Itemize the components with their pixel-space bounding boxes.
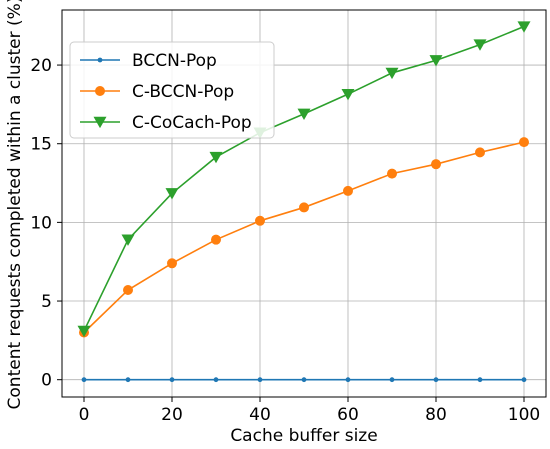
- data-point: [169, 377, 175, 383]
- data-point: [123, 285, 133, 296]
- x-tick-label: 100: [508, 405, 540, 425]
- data-point: [433, 377, 439, 383]
- data-point: [167, 258, 177, 269]
- data-point: [429, 55, 443, 67]
- y-tick-label: 20: [30, 56, 52, 76]
- x-axis-label: Cache buffer size: [230, 426, 377, 446]
- data-point: [431, 159, 441, 170]
- legend-item: C-CoCach-Pop: [80, 113, 252, 133]
- y-tick-label: 15: [30, 135, 52, 155]
- data-point: [297, 108, 311, 121]
- data-point: [255, 215, 265, 226]
- data-point: [345, 377, 351, 383]
- axis-ticks: 0 20 40 60 80 100 0 5 10 15 20: [30, 56, 540, 425]
- x-tick-label: 60: [337, 405, 359, 425]
- legend-label: C-BCCN-Pop: [132, 82, 234, 102]
- legend-marker: [95, 86, 105, 96]
- data-point: [473, 39, 487, 51]
- data-point: [343, 185, 353, 196]
- data-point: [387, 168, 397, 179]
- legend: BCCN-Pop C-BCCN-Pop C-CoCach-Pop: [69, 41, 275, 139]
- legend-label: BCCN-Pop: [132, 51, 217, 71]
- y-tick-label: 0: [41, 371, 52, 391]
- data-point: [301, 377, 307, 383]
- y-axis-label: Content requests completed within a clus…: [5, 0, 25, 409]
- data-point: [385, 67, 399, 80]
- data-point: [341, 88, 355, 101]
- data-point: [257, 377, 263, 383]
- series-c-bccn-pop: [79, 137, 529, 338]
- x-tick-label: 0: [79, 405, 90, 425]
- y-tick-label: 5: [41, 292, 52, 312]
- series-layer: [77, 21, 531, 383]
- data-point: [213, 377, 219, 383]
- series-bccn-pop: [81, 377, 527, 383]
- legend-item: BCCN-Pop: [80, 51, 217, 71]
- data-point: [519, 137, 529, 148]
- data-point: [121, 234, 135, 246]
- data-point: [517, 21, 531, 33]
- series-c-cocach-pop: [77, 21, 531, 338]
- legend-box: [69, 41, 275, 139]
- data-point: [165, 188, 179, 200]
- data-point: [81, 377, 87, 383]
- data-point: [211, 234, 221, 245]
- data-point: [389, 377, 395, 383]
- x-tick-label: 20: [161, 405, 183, 425]
- legend-marker: [97, 57, 103, 63]
- data-point: [475, 147, 485, 158]
- data-point: [299, 202, 309, 213]
- y-tick-label: 10: [30, 213, 52, 233]
- data-point: [521, 377, 527, 383]
- data-point: [125, 377, 131, 383]
- x-tick-label: 40: [249, 405, 271, 425]
- legend-item: C-BCCN-Pop: [80, 82, 234, 102]
- data-point: [209, 151, 223, 164]
- data-point: [477, 377, 483, 383]
- legend-label: C-CoCach-Pop: [132, 113, 252, 133]
- data-point: [77, 325, 91, 338]
- plot-frame: [61, 9, 547, 398]
- legend-marker: [93, 116, 107, 129]
- x-tick-label: 80: [425, 405, 447, 425]
